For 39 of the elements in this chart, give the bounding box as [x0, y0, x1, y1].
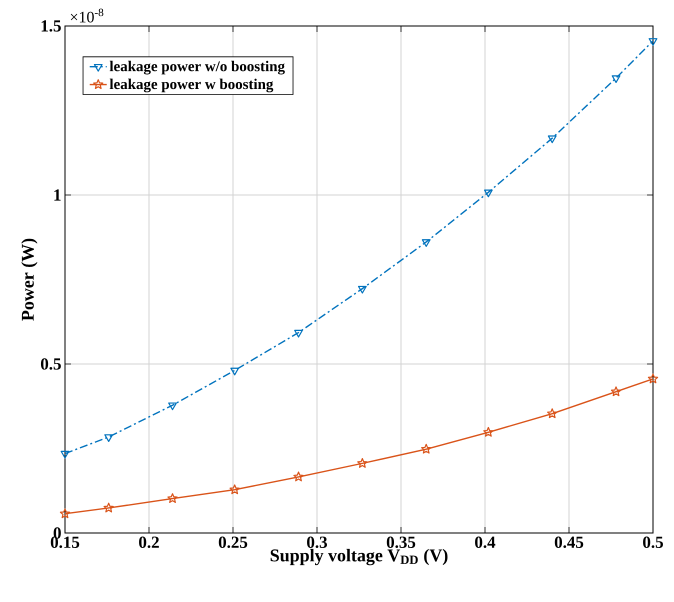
text: ×10$^{-8}$ [70, 8, 104, 22]
point [610, 386, 622, 396]
point [612, 75, 620, 84]
point [230, 368, 240, 376]
point [60, 450, 70, 459]
point [648, 38, 658, 46]
x-axis-title: Supply voltage V$_{DD}$ (V) [270, 548, 448, 566]
point [422, 239, 431, 247]
y-tick-label: 1.5 [42, 20, 61, 32]
point [357, 458, 368, 468]
x-tick-label: 0.35 [386, 536, 416, 548]
point [294, 330, 303, 338]
point [421, 444, 432, 454]
y-tick-label: 0 [54, 527, 61, 539]
point [60, 508, 70, 518]
x-tick-label: 0.2 [139, 536, 159, 548]
legend-label: leakage power w/o boosting [110, 60, 285, 74]
point [358, 286, 367, 294]
point [648, 373, 658, 384]
point [104, 502, 114, 512]
y-tick-label: 1 [54, 189, 61, 201]
y-tick-label: 0.5 [40, 358, 61, 370]
point [293, 472, 304, 482]
point [168, 402, 177, 410]
legend-label: leakage power w boosting [110, 78, 274, 92]
x-tick-label: 0.15 [50, 536, 80, 548]
point [230, 484, 240, 494]
point [167, 493, 178, 503]
y-axis-title: Power (W) [21, 238, 38, 321]
point [104, 434, 114, 442]
x-tick-label: 0.4 [475, 536, 496, 548]
point [548, 135, 557, 144]
x-tick-label: 0.5 [643, 536, 663, 548]
point [547, 408, 558, 418]
x-tick-label: 0.45 [554, 536, 584, 548]
x-tick-label: 0.3 [307, 536, 328, 548]
point [484, 190, 493, 198]
x-tick-label: 0.25 [218, 536, 248, 548]
point [483, 426, 494, 437]
